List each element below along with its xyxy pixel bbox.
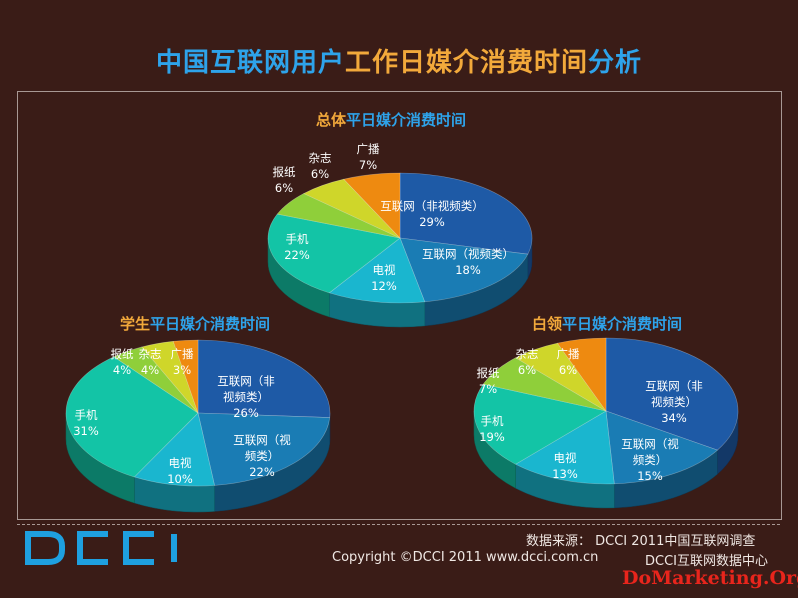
pie-student: 互联网（非视频类） 26% 互联网（视频类） 22% 电视 10% 手机 31% 报纸 4% 杂志 4… [65, 339, 331, 513]
pie-pct-overall-6: 7% [359, 158, 377, 172]
pie-slice-overall-0 [399, 172, 533, 255]
pie-label-white-collar-1: 频类） [633, 453, 668, 467]
pie-label-white-collar-5: 杂志 [516, 347, 539, 361]
pie-label-overall-4: 报纸 [273, 165, 296, 179]
pie-pct-student-2: 10% [167, 472, 193, 486]
pie-label-student-4: 报纸 [111, 347, 134, 361]
chart-title-overall: 总体平日媒介消费时间 [316, 109, 466, 130]
pie-slice-student-3 [65, 356, 199, 478]
pie-label-overall-0: 互联网（非视频类） [380, 199, 484, 213]
pie-label-overall-3: 手机 [286, 232, 309, 246]
pie-slice-student-0 [197, 339, 331, 418]
chart-title-white-b: 平日媒介消费时间 [562, 315, 683, 333]
pie-pct-student-1: 22% [249, 465, 275, 479]
pie-label-overall-2: 电视 [373, 263, 396, 277]
pie-pct-overall-3: 22% [284, 248, 310, 262]
title-part2: 工作日媒介消费时间 [344, 48, 588, 78]
source-note: 数据来源： DCCI 2011中国互联网调查 [526, 534, 756, 549]
pie-label-student-5: 杂志 [139, 347, 162, 361]
pie-pct-white-collar-2: 13% [552, 467, 578, 481]
pie-pct-student-4: 4% [113, 363, 131, 377]
pie-slice-overall-6 [343, 172, 401, 239]
pie-pct-white-collar-3: 19% [479, 430, 505, 444]
pie-pct-overall-2: 12% [371, 279, 397, 293]
pie-pct-overall-5: 6% [311, 167, 329, 181]
pie-slice-overall-5 [303, 178, 401, 239]
pie-label-student-1: 频类） [245, 449, 280, 463]
pie-pct-white-collar-5: 6% [518, 363, 536, 377]
page-title: 中国互联网用户工作日媒介消费时间分析 [0, 42, 798, 79]
dcci-center: DCCI互联网数据中心 [645, 554, 768, 569]
pie-slice-student-2 [133, 412, 215, 487]
pie-slice-student-4 [113, 346, 199, 414]
chart-title-overall-b: 平日媒介消费时间 [346, 111, 467, 129]
pie-pct-overall-4: 6% [275, 181, 293, 195]
pie-label-student-0: 互联网（非 [217, 374, 275, 388]
pie-slice-white-collar-0 [605, 337, 739, 451]
title-part1: 中国互联网用户 [155, 48, 345, 78]
pie-overall: 互联网（非视频类） 29% 互联网（视频类） 18% 电视 12% 手机 22% 报纸 6% 杂志 6… [267, 142, 533, 328]
pie-label-student-6: 广播 [171, 347, 194, 361]
footer-divider [17, 524, 780, 525]
pie-slice-overall-2 [328, 237, 426, 304]
pie-slice-overall-1 [399, 237, 529, 303]
pie-label-white-collar-3: 手机 [481, 414, 504, 428]
pie-slice-white-collar-4 [482, 357, 607, 412]
pie-slice-student-5 [141, 340, 199, 414]
pie-label-white-collar-4: 报纸 [477, 366, 500, 380]
pie-label-overall-5: 杂志 [309, 151, 332, 165]
pie-slice-white-collar-2 [515, 410, 615, 485]
pie-pct-white-collar-0: 34% [661, 411, 687, 425]
pie-slice-white-collar-5 [515, 342, 607, 412]
pie-pct-white-collar-1: 15% [637, 469, 663, 483]
pie-pct-white-collar-4: 7% [479, 382, 497, 396]
pie-label-white-collar-0: 视频类） [651, 395, 697, 409]
pie-label-white-collar-1: 互联网（视 [621, 437, 679, 451]
pie-pct-student-3: 31% [73, 424, 99, 438]
pie-pct-overall-1: 18% [455, 263, 481, 277]
chart-title-student-b: 平日媒介消费时间 [150, 315, 271, 333]
pie-label-overall-1: 互联网（视频类） [422, 247, 514, 261]
watermark: DoMarketing.Org [622, 567, 798, 589]
pie-label-overall-6: 广播 [357, 142, 380, 156]
chart-title-white-collar: 白领平日媒介消费时间 [532, 313, 682, 334]
pie-label-white-collar-6: 广播 [557, 347, 580, 361]
dcci-logo [25, 531, 177, 565]
pie-label-student-1: 互联网（视 [233, 433, 291, 447]
chart-title-student-a: 学生 [120, 315, 151, 333]
pie-slice-student-1 [197, 412, 331, 486]
chart-title-overall-a: 总体 [316, 111, 347, 129]
pie-slice-overall-3 [267, 213, 401, 294]
pie-pct-student-6: 3% [173, 363, 191, 377]
pie-pct-student-5: 4% [141, 363, 159, 377]
pie-slice-white-collar-1 [605, 410, 719, 485]
copyright: Copyright ©DCCI 2011 www.dcci.com.cn [332, 550, 599, 565]
pie-slice-overall-4 [276, 193, 401, 239]
pie-label-student-2: 电视 [169, 456, 192, 470]
pie-label-student-0: 视频类） [223, 390, 269, 404]
pie-slice-white-collar-3 [473, 383, 607, 465]
pie-slice-white-collar-6 [556, 337, 607, 412]
pie-white-collar: 互联网（非视频类） 34% 互联网（视频类） 15% 电视 13% 手机 19% 报纸 7% 杂志 6… [473, 337, 739, 509]
pie-label-student-3: 手机 [75, 408, 98, 422]
pie-pct-student-0: 26% [233, 406, 259, 420]
chart-title-student: 学生平日媒介消费时间 [120, 313, 270, 334]
pie-pct-overall-0: 29% [419, 215, 445, 229]
pie-label-white-collar-0: 互联网（非 [645, 379, 703, 393]
title-part3: 分析 [588, 48, 643, 78]
pie-pct-white-collar-6: 6% [559, 363, 577, 377]
pie-label-white-collar-2: 电视 [554, 451, 577, 465]
chart-frame [17, 91, 782, 520]
chart-title-white-a: 白领 [532, 315, 563, 333]
pie-slice-student-6 [172, 339, 199, 414]
